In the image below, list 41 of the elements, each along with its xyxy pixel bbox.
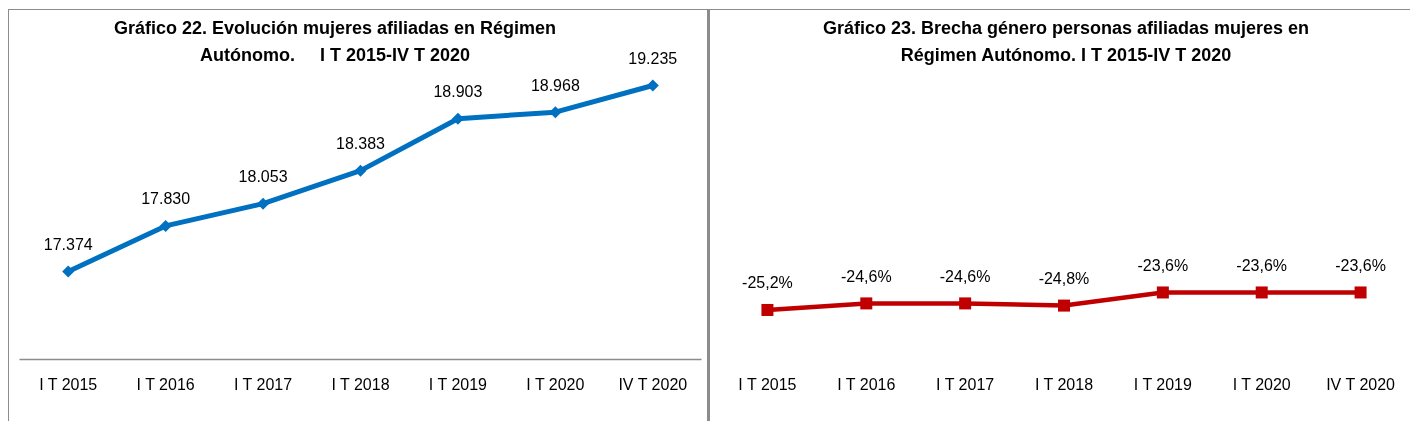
point bbox=[1058, 299, 1070, 312]
x-tick-label: I T 2020 bbox=[1232, 375, 1291, 392]
point bbox=[354, 164, 366, 177]
point bbox=[860, 296, 873, 309]
data-label: 17.374 bbox=[43, 235, 93, 253]
point bbox=[1354, 285, 1367, 298]
x-tick-label: I T 2020 bbox=[525, 375, 585, 392]
chart-title: Gráfico 23. Brecha género personas afiliadas mujeres en Régimen Autónomo. I T 2015-IV T 2020 bbox=[821, 16, 1311, 67]
x-tick-label: I T 2015 bbox=[38, 375, 97, 392]
data-label: 17.830 bbox=[140, 189, 190, 207]
x-tick-label: I T 2019 bbox=[428, 375, 487, 392]
x-tick-label: IV T 2020 bbox=[617, 375, 687, 392]
point bbox=[159, 219, 172, 232]
x-tick-label: I T 2016 bbox=[136, 375, 195, 392]
x-tick-label: I T 2018 bbox=[1034, 375, 1094, 392]
x-tick-label: I T 2016 bbox=[837, 375, 896, 392]
data-label: 18.053 bbox=[238, 167, 288, 185]
data-label: -25,2% bbox=[742, 273, 793, 291]
data-label: 19.235 bbox=[627, 49, 677, 67]
data-label: 18.968 bbox=[530, 76, 580, 94]
data-label: -24,6% bbox=[840, 267, 892, 285]
x-tick-label: I T 2017 bbox=[936, 375, 995, 392]
point bbox=[61, 265, 74, 278]
x-tick-label: IV T 2020 bbox=[1326, 375, 1396, 392]
x-tick-label: I T 2019 bbox=[1133, 375, 1193, 392]
point bbox=[1156, 285, 1169, 298]
point bbox=[761, 303, 774, 316]
data-label: -24,8% bbox=[1038, 269, 1090, 287]
point bbox=[959, 296, 972, 309]
point bbox=[1255, 285, 1268, 298]
data-label: -24,6% bbox=[939, 267, 991, 285]
data-label: 18.903 bbox=[432, 82, 482, 100]
chart-title: Gráfico 22. Evolución mujeres afiliadas en Régimen Autónomo. I T 2015-IV T 2020 bbox=[112, 16, 558, 67]
point bbox=[646, 78, 659, 91]
data-label: -23,6% bbox=[1236, 256, 1288, 274]
x-tick-label: I T 2015 bbox=[738, 375, 797, 392]
data-label: 18.383 bbox=[335, 134, 385, 152]
data-label: -23,6% bbox=[1137, 256, 1189, 274]
x-tick-label: I T 2017 bbox=[233, 375, 292, 392]
x-tick-label: I T 2018 bbox=[330, 375, 390, 392]
data-label: -23,6% bbox=[1335, 256, 1386, 274]
